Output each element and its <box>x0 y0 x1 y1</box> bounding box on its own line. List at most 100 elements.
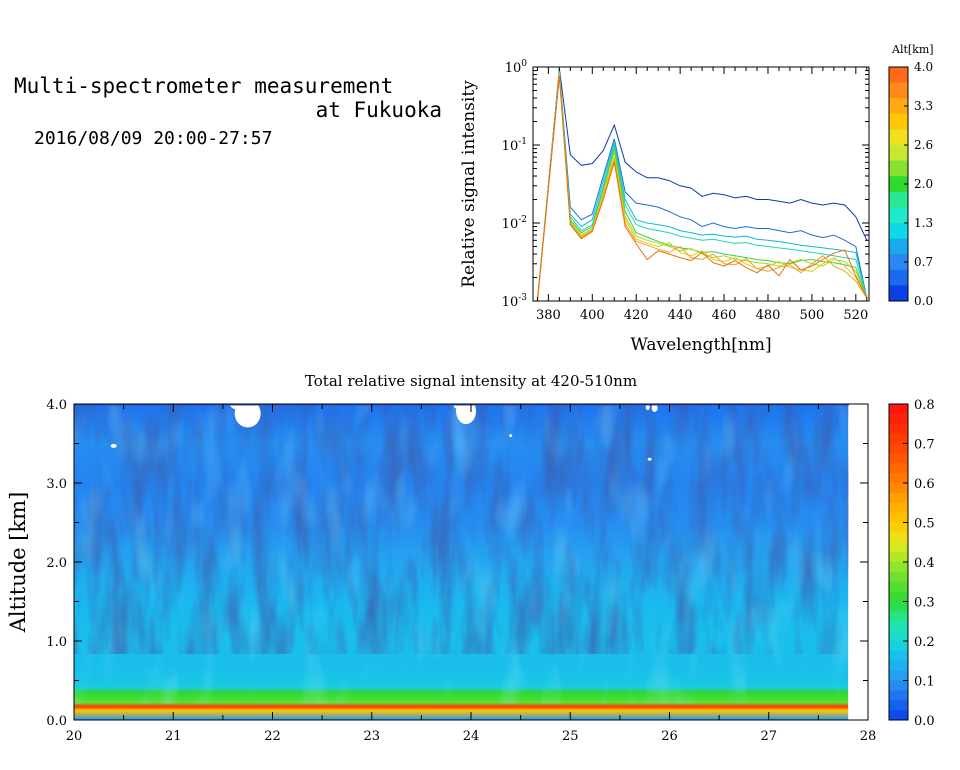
spectrum-series-1 <box>536 70 868 301</box>
heatmap-y-tick-label: 1.0 <box>46 635 67 650</box>
spectrum-x-tick-label: 400 <box>580 308 605 323</box>
altitude-colorbar-tick-label: 2.0 <box>914 177 933 191</box>
intensity-colorbar-tick-label: 0.3 <box>914 596 935 611</box>
intensity-colorbar-segment <box>889 552 908 563</box>
altitude-colorbar-tick-label: 0.7 <box>914 255 933 269</box>
spectrum-series-5 <box>536 73 868 301</box>
intensity-colorbar-segment <box>889 571 908 583</box>
heatmap-x-tick-label: 23 <box>363 729 380 744</box>
missing-data-patch <box>647 457 652 461</box>
intensity-colorbar-segment <box>889 502 908 514</box>
intensity-colorbar-segment <box>889 433 908 444</box>
altitude-colorbar-tick-label: 0.0 <box>914 294 933 308</box>
spectrum-plot-frame <box>532 66 870 302</box>
figure-title-line1: Multi-spectrometer measurement <box>14 74 394 98</box>
heatmap-y-tick-label: 4.0 <box>46 398 67 413</box>
spectrum-y-tick-label: 10-3 <box>502 293 528 310</box>
spectrum-x-tick-label: 520 <box>843 308 868 323</box>
missing-data-patch <box>110 443 117 448</box>
intensity-colorbar-segment <box>889 423 908 435</box>
intensity-colorbar-segment <box>889 621 908 632</box>
intensity-colorbar-segment <box>889 512 908 523</box>
heatmap-plot: Total relative signal intensity at 420-5… <box>6 372 935 744</box>
missing-data-patch <box>645 404 650 411</box>
intensity-colorbar-segment <box>889 404 908 415</box>
intensity-colorbar-tick-label: 0.5 <box>914 517 935 532</box>
altitude-colorbar-tick-label: 4.0 <box>914 60 933 74</box>
intensity-colorbar-segment <box>889 581 908 593</box>
heatmap-x-tick-label: 26 <box>661 729 678 744</box>
heatmap-x-tick-label: 20 <box>66 729 83 744</box>
altitude-colorbar-segment <box>889 160 908 177</box>
spectrum-plot: 380 400 420 440 460 480 500 52010010-110-210-3 … <box>459 43 934 355</box>
intensity-colorbar-segment <box>889 631 908 642</box>
intensity-colorbar-segment <box>889 463 908 474</box>
spectrum-y-axis-label: Relative signal intensity <box>459 80 479 288</box>
intensity-colorbar-segment <box>889 611 908 622</box>
spectrum-series-2 <box>536 71 868 301</box>
heatmap-texture-light <box>74 404 849 704</box>
intensity-colorbar-segment <box>889 601 908 612</box>
altitude-colorbar-segment <box>889 82 908 99</box>
heatmap-x-tick-label: 27 <box>760 729 777 744</box>
spectrum-x-tick-label: 460 <box>712 308 737 323</box>
spectrum-series-4 <box>536 72 868 301</box>
intensity-colorbar-tick-label: 0.7 <box>914 438 935 453</box>
spectrum-x-tick-label: 480 <box>756 308 781 323</box>
altitude-colorbar-segment <box>889 129 908 146</box>
spectrum-series-0 <box>536 68 868 301</box>
intensity-colorbar: 0.8 0.7 0.6 0.5 0.4 0.3 0.2 0.1 0.0 <box>888 398 935 729</box>
spectrum-lines <box>536 68 868 301</box>
intensity-colorbar-tick-label: 0.4 <box>914 556 935 571</box>
missing-data-patch <box>456 404 477 425</box>
intensity-colorbar-segment <box>889 650 908 662</box>
intensity-colorbar-segment <box>889 670 908 681</box>
heatmap-y-tick-label: 2.0 <box>46 556 67 571</box>
intensity-colorbar-segment <box>889 483 908 494</box>
spectrum-plot-area <box>533 67 869 301</box>
intensity-colorbar-segment <box>889 710 908 721</box>
spectrum-series-8 <box>536 76 868 301</box>
altitude-colorbar-segment <box>889 113 908 130</box>
missing-data-patch <box>651 404 658 412</box>
intensity-colorbar-segment <box>889 562 908 573</box>
intensity-colorbar-segment <box>889 641 908 652</box>
intensity-colorbar-segment <box>889 591 908 602</box>
spectrum-x-tick-label: 420 <box>624 308 649 323</box>
heatmap-x-tick-label: 22 <box>264 729 281 744</box>
spectrum-series-6 <box>536 74 868 301</box>
altitude-colorbar-segment <box>889 223 908 240</box>
heatmap-y-tick-label: 0.0 <box>46 714 67 729</box>
altitude-colorbar-segment <box>889 191 908 208</box>
altitude-colorbar-segment <box>889 285 908 302</box>
intensity-colorbar-segment <box>889 522 908 533</box>
intensity-colorbar-tick-label: 0.0 <box>914 714 935 729</box>
intensity-colorbar-segment <box>889 492 908 504</box>
spectrum-x-tick-label: 380 <box>536 308 561 323</box>
altitude-colorbar-label: Alt[km] <box>891 43 934 56</box>
altitude-colorbar: 4.0 3.3 2.6 2.0 1.3 0.7 0.0 <box>888 60 933 308</box>
intensity-colorbar-tick-label: 0.2 <box>914 635 935 650</box>
intensity-colorbar-segment <box>889 473 908 484</box>
altitude-colorbar-tick-label: 3.3 <box>914 99 933 113</box>
intensity-colorbar-segment <box>889 680 908 691</box>
spectrum-ticks: 380 400 420 440 460 480 500 520 100 10-1 10-2 10-3 <box>502 59 869 323</box>
altitude-colorbar-segment <box>889 269 908 286</box>
intensity-colorbar-tick-label: 0.1 <box>914 675 935 690</box>
spectrum-x-axis-label: Wavelength[nm] <box>630 335 771 355</box>
heatmap-ticks: 20 21 22 23 24 25 26 27 28 4.0 3.0 2.0 1.0 0.0 <box>46 398 876 744</box>
intensity-colorbar-segment <box>889 453 908 464</box>
heatmap-title: Total relative signal intensity at 420-5… <box>305 372 637 390</box>
heatmap-y-tick-label: 3.0 <box>46 477 67 492</box>
spectrum-y-tick-label: 100 <box>505 59 528 76</box>
altitude-colorbar-segment <box>889 145 908 162</box>
spectrum-y-tick-label: 10-1 <box>502 137 527 154</box>
intensity-colorbar-tick-label: 0.6 <box>914 477 935 492</box>
intensity-colorbar-segment <box>889 690 908 701</box>
heatmap-x-tick-label: 25 <box>562 729 579 744</box>
figure-title-line2: at Fukuoka <box>315 98 442 122</box>
figure-subtitle: 2016/08/09 20:00-27:57 <box>34 128 273 149</box>
altitude-colorbar-segment <box>889 238 908 255</box>
altitude-colorbar-tick-label: 1.3 <box>914 216 933 230</box>
